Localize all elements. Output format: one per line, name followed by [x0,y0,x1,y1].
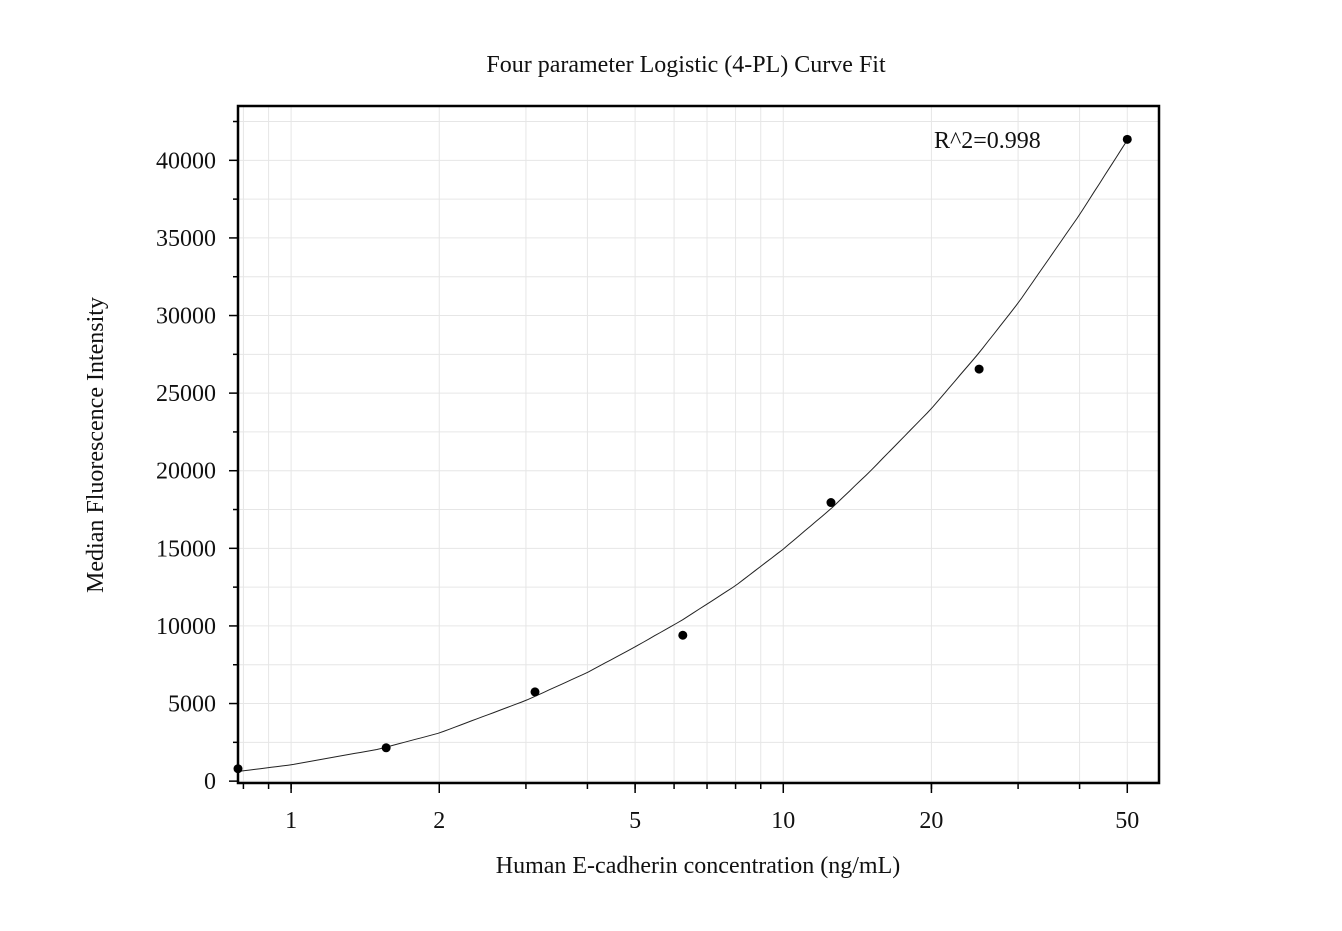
grid [238,106,1159,783]
fit-curve-line [237,139,1128,772]
x-tick-label: 5 [629,808,641,834]
data-point [530,687,540,697]
r-squared-annotation: R^2=0.998 [934,128,1041,154]
x-tick-label: 10 [771,808,795,834]
y-axis-label: Median Fluorescence Intensity [83,297,109,593]
x-axis-label: Human E-cadherin concentration (ng/mL) [496,853,901,879]
plot-frame [236,104,1161,785]
y-tick-label: 25000 [156,381,216,407]
x-tick-label: 50 [1115,808,1139,834]
y-axis-ticks: 0 5000 10000 15000 20000 25000 30000 35000 40000 [156,120,238,795]
y-tick-label: 40000 [156,148,216,174]
x-tick-label: 2 [433,808,445,834]
chart-title: Four parameter Logistic (4-PL) Curve Fit [486,52,886,78]
y-tick-label: 30000 [156,304,216,330]
y-tick-label: 15000 [156,536,216,562]
data-point [974,364,984,374]
data-point [826,498,836,508]
x-tick-label: 1 [285,808,297,834]
x-tick-label: 20 [919,808,943,834]
data-point [1122,134,1132,144]
data-point [381,743,391,753]
y-tick-label: 20000 [156,459,216,485]
data-point [678,630,688,640]
y-tick-label: 35000 [156,226,216,252]
y-tick-label: 5000 [168,692,216,718]
y-tick-label: 10000 [156,614,216,640]
y-tick-label: 0 [204,769,216,795]
data-points [233,134,1132,774]
x-axis-ticks: 1 2 5 10 20 50 [242,783,1139,834]
